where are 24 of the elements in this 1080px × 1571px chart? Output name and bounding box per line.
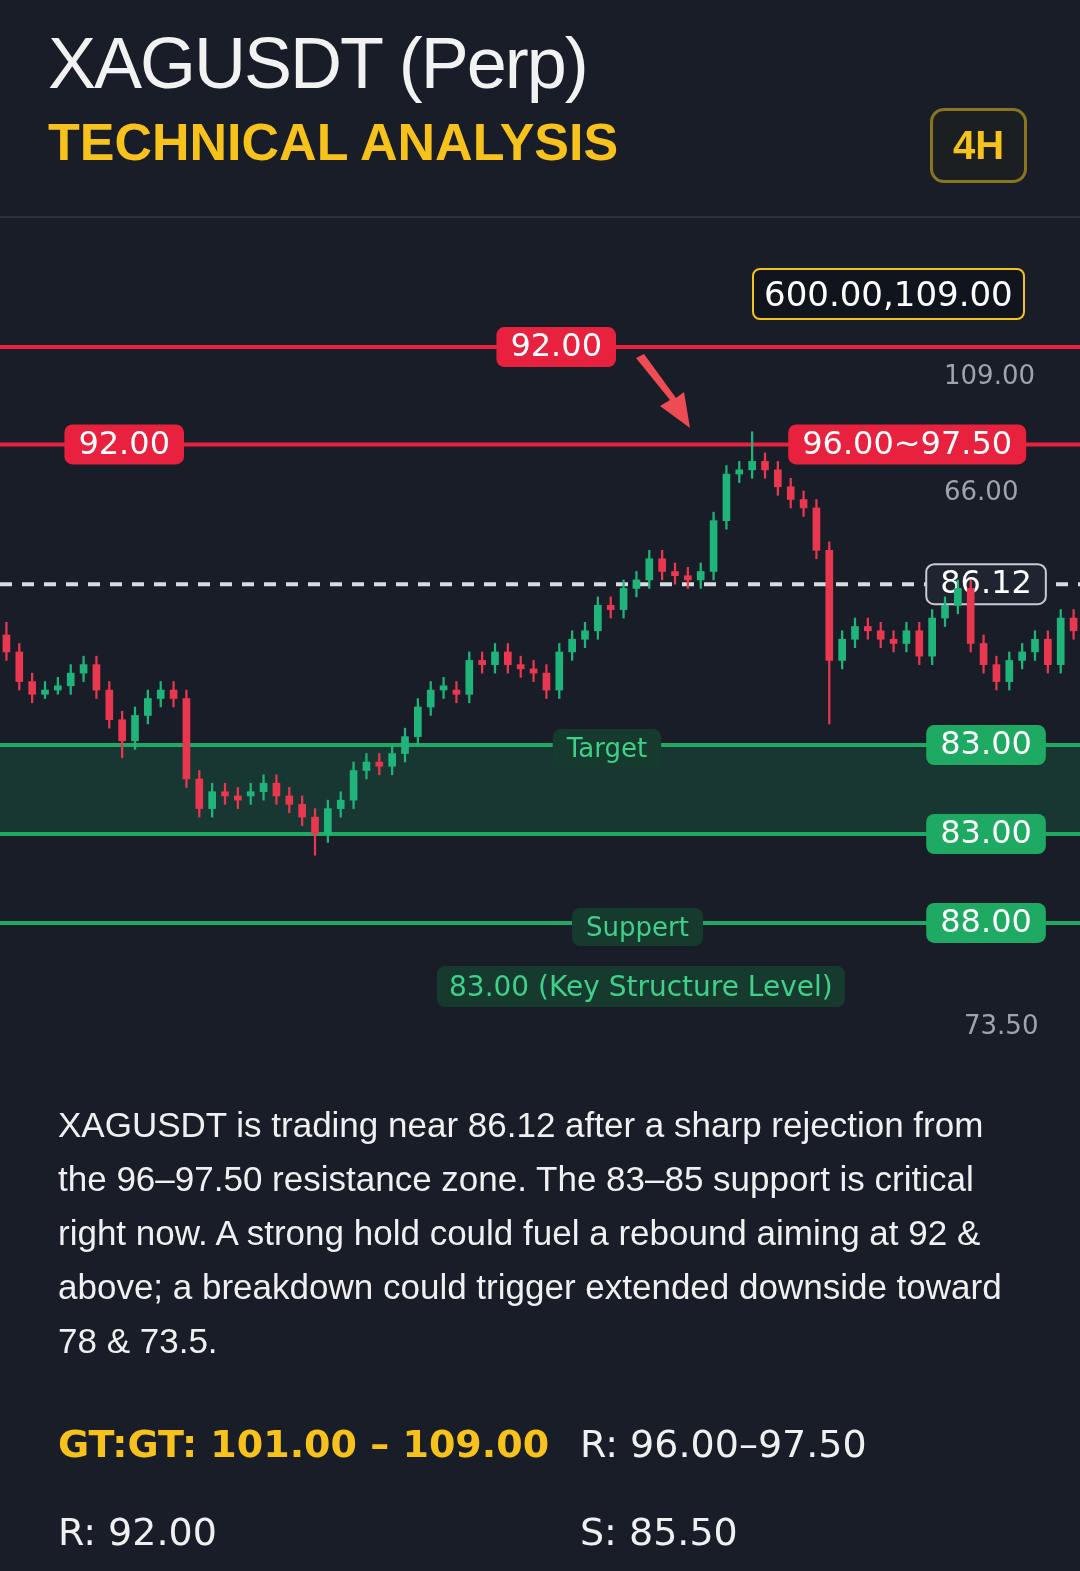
annotation: 83.00 <box>940 724 1032 763</box>
text: 4H <box>930 108 1028 183</box>
text: 109.00 <box>944 360 1035 390</box>
text: 600.00,109.00 <box>752 268 1025 320</box>
candlestick <box>889 630 898 653</box>
text: XAGUSDT is trading near 86.12 after a sharp rejection from the 96–97.50 resistance zone. The 83–85 support is critical right now. A strong hold could fuel a rebound aiming at 92 & above; a breakdown could trigger extended downside toward 78 & 73.5. <box>58 1104 1003 1362</box>
annotation: 88.00 <box>940 902 1032 941</box>
text: 83.00 (Key Structure Level) <box>437 966 845 1007</box>
chart-title: XAGUSDT (Perp) <box>48 22 587 104</box>
text: GT:GT: 101.00 – 109.00 <box>58 1422 550 1466</box>
band-label: Target <box>565 732 648 763</box>
candlestick <box>452 681 461 704</box>
text: Suppert <box>572 908 703 946</box>
text: S: 85.50 <box>580 1510 738 1554</box>
text: R: 96.00–97.50 <box>580 1422 867 1466</box>
text: R: 92.00 <box>58 1510 217 1554</box>
annotation: 92.00 <box>78 423 170 462</box>
candlestick <box>439 677 448 699</box>
text: 73.50 <box>964 1010 1039 1040</box>
annotation: 66.00 <box>944 476 1019 506</box>
chart-subtitle: TECHNICAL ANALYSIS <box>48 112 619 172</box>
annotation: 83.00 <box>940 813 1032 852</box>
annotation: 92.00 <box>510 326 602 365</box>
annotation: 96.00~97.50 <box>802 423 1013 462</box>
